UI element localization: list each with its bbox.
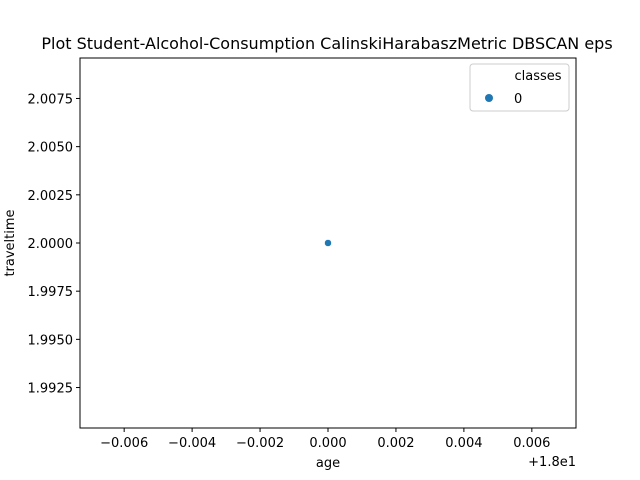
y-tick-label: 2.0025 — [28, 189, 74, 204]
y-axis-label: traveltime — [3, 209, 18, 276]
legend: classes 0 — [469, 63, 570, 112]
data-points — [324, 239, 332, 247]
y-tick-label: 2.0000 — [28, 237, 74, 252]
data-point-0 — [324, 239, 332, 247]
x-axis-offset-label: +1.8e1 — [528, 455, 576, 470]
x-axis-label: age — [316, 456, 340, 471]
legend-title: classes — [514, 69, 561, 84]
x-tick-label: −0.004 — [168, 436, 216, 451]
x-tick-label: −0.002 — [236, 436, 284, 451]
x-tick-label: −0.006 — [100, 436, 148, 451]
x-axis: −0.006 −0.004 −0.002 0.000 0.002 0.004 0.006 — [100, 428, 550, 451]
y-tick-label: 1.9925 — [28, 382, 74, 397]
y-tick-label: 1.9950 — [28, 333, 74, 348]
chart-title: Plot Student-Alcohol-Consumption Calinsk… — [41, 34, 612, 53]
y-axis: 1.9925 1.9950 1.9975 2.0000 2.0025 2.0050 2.00… — [28, 92, 80, 397]
y-tick-label: 1.9975 — [28, 285, 74, 300]
legend-box — [469, 63, 570, 112]
y-tick-label: 2.0050 — [28, 141, 74, 156]
legend-marker-0 — [485, 94, 493, 102]
legend-label-0: 0 — [514, 92, 522, 107]
x-tick-label: 0.000 — [309, 436, 346, 451]
x-tick-label: 0.002 — [377, 436, 414, 451]
x-tick-label: 0.006 — [513, 436, 550, 451]
y-tick-label: 2.0075 — [28, 92, 74, 107]
x-tick-label: 0.004 — [445, 436, 482, 451]
